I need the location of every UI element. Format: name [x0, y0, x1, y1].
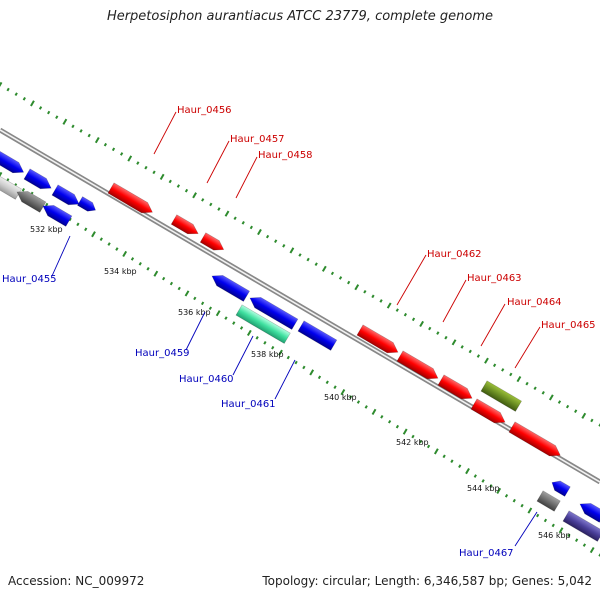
tick-label-544: 544 kbp — [467, 484, 500, 493]
label-leaders — [51, 111, 541, 547]
forward-gene-labels: Haur_0456 Haur_0457 Haur_0458 Haur_0462 … — [177, 105, 596, 331]
gene-arrow-haur-0457[interactable] — [170, 214, 201, 239]
gene-arrow-haur-0462[interactable] — [356, 324, 401, 358]
gene-arrow-left-4[interactable] — [77, 196, 98, 215]
tick-label-540: 540 kbp — [324, 393, 357, 402]
gene-arrow-right-grey[interactable] — [536, 490, 561, 512]
gene-arrow-haur-0467[interactable] — [577, 499, 600, 523]
gene-arrow-left-3[interactable] — [51, 184, 82, 210]
gene-arrow-haur-0460[interactable] — [235, 304, 291, 344]
tick-label-538: 538 kbp — [251, 350, 284, 359]
map-title: Herpetosiphon aurantiacus ATCC 23779, co… — [106, 9, 494, 24]
gene-arrow-left-1[interactable] — [0, 150, 27, 178]
gene-arrow-haur-0464b[interactable] — [470, 398, 508, 428]
gene-arrow-haur-0459[interactable] — [209, 271, 250, 302]
gene-arrow-haur-0456[interactable] — [107, 182, 155, 218]
gene-label-haur-0465[interactable]: Haur_0465 — [541, 320, 596, 331]
gene-label-haur-0457[interactable]: Haur_0457 — [230, 134, 285, 145]
gene-label-haur-0459[interactable]: Haur_0459 — [135, 348, 190, 359]
gene-arrow-haur-0464[interactable] — [480, 380, 522, 412]
tick-label-542: 542 kbp — [396, 438, 429, 447]
gene-label-haur-0460[interactable]: Haur_0460 — [179, 374, 234, 385]
gene-arrow-left-grey-1[interactable] — [0, 175, 22, 200]
gene-label-haur-0461[interactable]: Haur_0461 — [221, 399, 276, 410]
gene-arrow-haur-0460-blue[interactable] — [247, 293, 299, 330]
gene-arrow-haur-0455[interactable] — [40, 201, 73, 227]
gene-arrow-right-purple[interactable] — [562, 510, 600, 542]
tick-label-532: 532 kbp — [30, 225, 63, 234]
gene-arrow-right-1[interactable] — [549, 478, 571, 497]
gene-arrow-haur-0458[interactable] — [199, 232, 226, 255]
gene-label-haur-0464[interactable]: Haur_0464 — [507, 297, 562, 308]
genome-backbone — [0, 127, 600, 485]
outer-tick-track — [0, 81, 600, 427]
gene-arrow-left-grey-2[interactable] — [14, 187, 47, 213]
gene-features — [0, 150, 600, 542]
gene-arrow-haur-0461[interactable] — [297, 320, 338, 351]
gene-label-haur-0455[interactable]: Haur_0455 — [2, 274, 57, 285]
gene-label-haur-0458[interactable]: Haur_0458 — [258, 150, 313, 161]
gene-label-haur-0462[interactable]: Haur_0462 — [427, 249, 482, 260]
gene-arrow-haur-0463b[interactable] — [437, 374, 475, 404]
tick-tracks — [0, 81, 600, 557]
tick-label-534: 534 kbp — [104, 267, 137, 276]
gene-arrow-haur-0463[interactable] — [396, 350, 441, 384]
gene-label-haur-0456[interactable]: Haur_0456 — [177, 105, 232, 116]
reverse-gene-labels: Haur_0455 Haur_0459 Haur_0460 Haur_0461 … — [2, 274, 514, 559]
accession-text: Accession: NC_009972 — [8, 574, 145, 588]
gene-arrow-left-2[interactable] — [23, 168, 54, 194]
gene-label-haur-0467[interactable]: Haur_0467 — [459, 548, 514, 559]
gene-label-haur-0463[interactable]: Haur_0463 — [467, 273, 522, 284]
tick-label-546: 546 kbp — [538, 531, 571, 540]
topology-summary: Topology: circular; Length: 6,346,587 bp… — [262, 574, 592, 588]
gene-arrow-haur-0465[interactable] — [508, 421, 563, 461]
scale-labels: 532 kbp 534 kbp 536 kbp 538 kbp 540 kbp … — [30, 225, 571, 540]
tick-label-536: 536 kbp — [178, 308, 211, 317]
inner-tick-track — [0, 171, 600, 557]
